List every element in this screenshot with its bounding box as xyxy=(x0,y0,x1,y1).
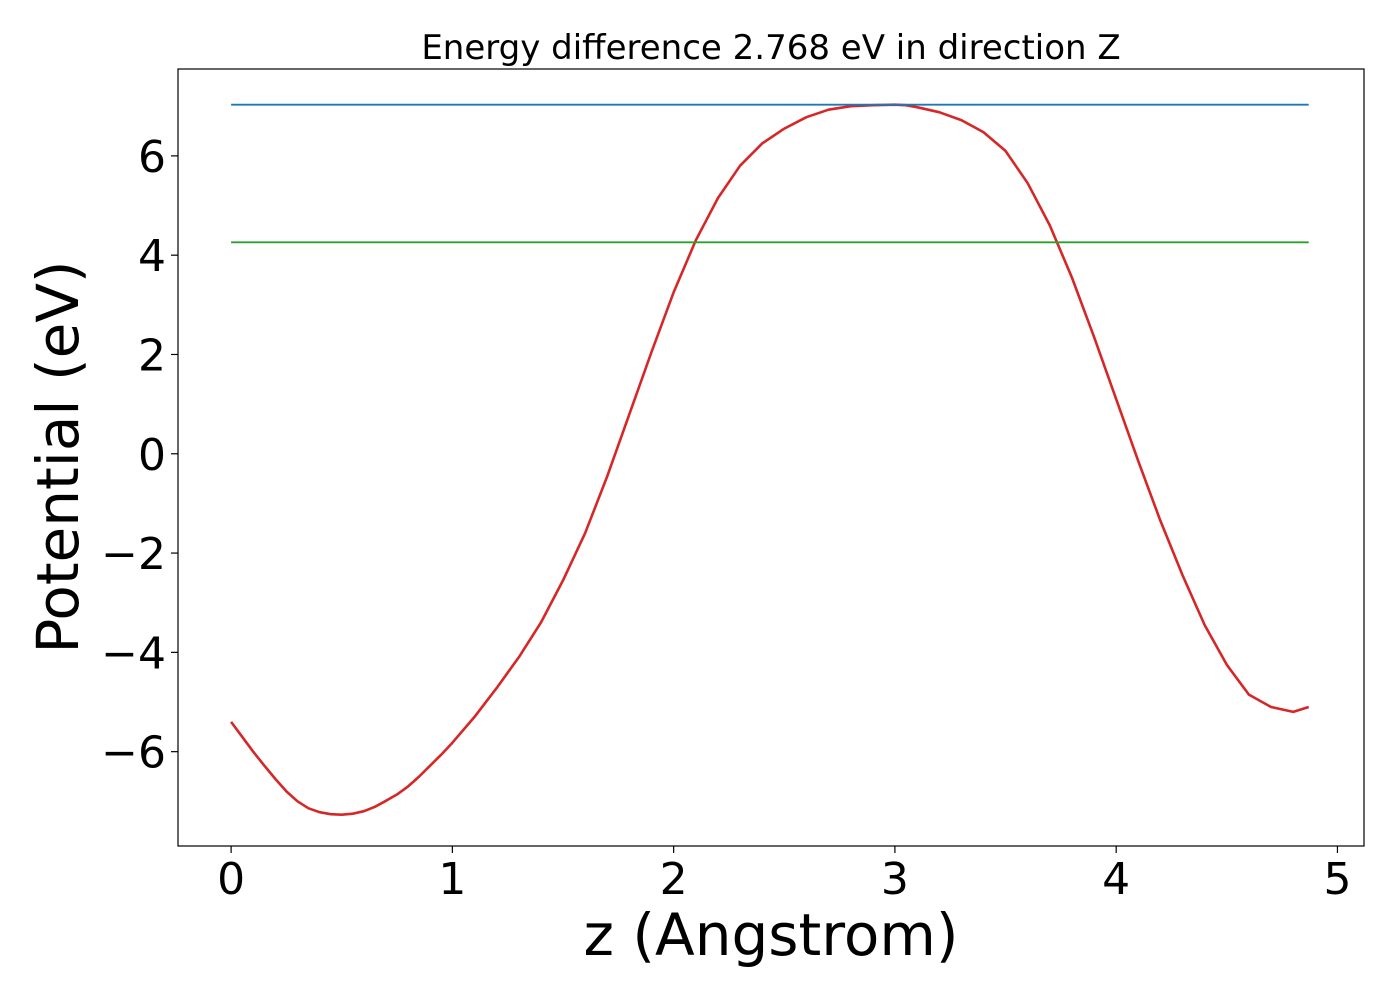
series-line-1 xyxy=(230,103,1310,817)
x-tick-label: 4 xyxy=(1102,854,1130,905)
y-axis-label: Potential (eV) xyxy=(24,260,92,653)
plot-lines xyxy=(230,103,1310,817)
y-tick-label: 4 xyxy=(138,231,166,282)
plot-area-frame xyxy=(177,68,1365,847)
x-tick-label: 3 xyxy=(881,854,909,905)
y-tick-label: 6 xyxy=(138,132,166,183)
x-axis: 0 1 2 3 4 5 xyxy=(217,846,1351,905)
y-tick-label: −2 xyxy=(101,529,166,580)
x-tick-label: 5 xyxy=(1323,854,1351,905)
y-axis: −6 −4 −2 0 2 4 6 xyxy=(101,132,178,779)
x-axis-label: z (Angstrom) xyxy=(584,901,959,969)
y-tick-label: −4 xyxy=(101,628,166,679)
y-tick-label: −6 xyxy=(101,728,166,779)
x-tick-label: 2 xyxy=(660,854,688,905)
x-tick-label: 1 xyxy=(438,854,466,905)
y-tick-label: 0 xyxy=(138,430,166,481)
y-tick-label: 2 xyxy=(138,330,166,381)
chart-title: Energy difference 2.768 eV in direction … xyxy=(421,28,1120,68)
x-tick-label: 0 xyxy=(217,854,245,905)
